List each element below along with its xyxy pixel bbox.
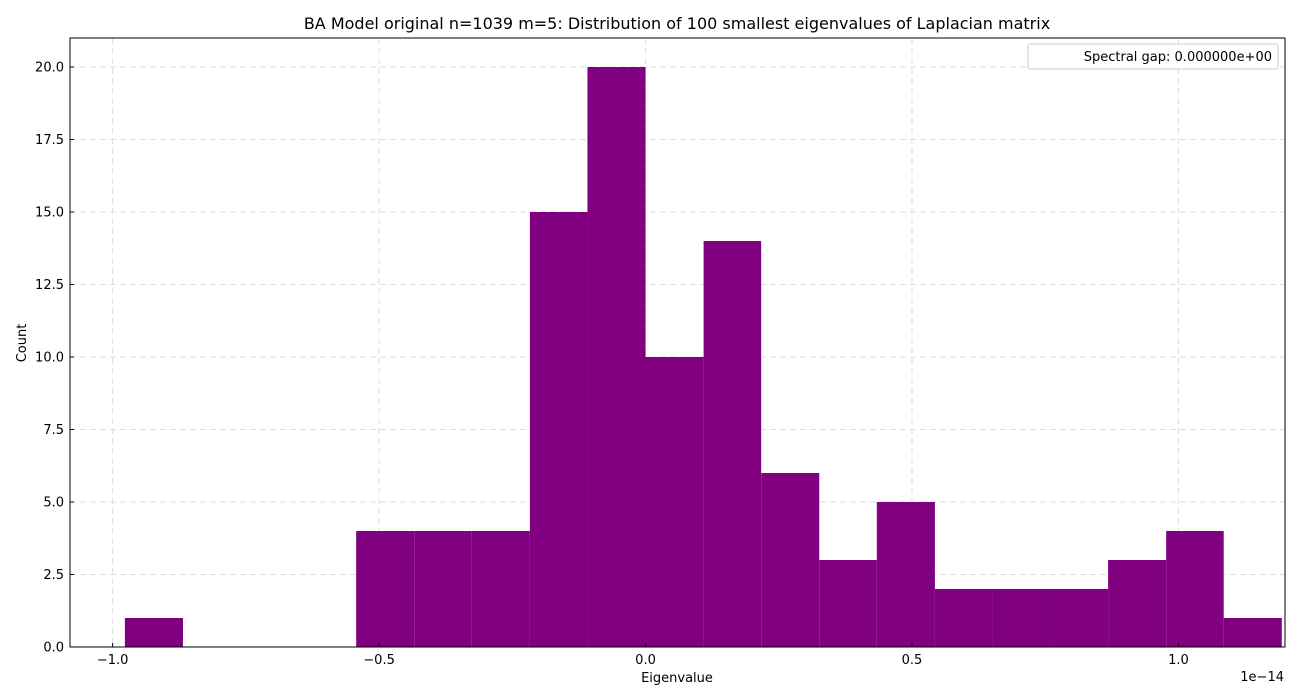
plot-frame bbox=[69, 37, 1286, 648]
y-axis-label: Count bbox=[15, 324, 30, 363]
legend-label: Spectral gap: 0.000000e+00 bbox=[1084, 50, 1272, 65]
histogram-bar bbox=[761, 473, 820, 647]
histogram-bar bbox=[934, 589, 993, 647]
y-tick-label: 17.5 bbox=[35, 133, 64, 148]
x-axis-offset-label: 1e−14 bbox=[1240, 670, 1284, 685]
x-tick-label: 0.0 bbox=[635, 653, 656, 668]
y-tick-label: 5.0 bbox=[43, 496, 64, 511]
x-tick-label: 1.0 bbox=[1168, 653, 1189, 668]
y-tick-label: 7.5 bbox=[43, 423, 64, 438]
y-tick-label: 20.0 bbox=[35, 61, 64, 76]
legend: Spectral gap: 0.000000e+00 bbox=[1027, 43, 1279, 70]
y-tick-label: 2.5 bbox=[43, 568, 64, 583]
x-tick-label: −0.5 bbox=[363, 653, 395, 668]
histogram-bar bbox=[587, 67, 646, 647]
histogram-bar bbox=[1050, 589, 1109, 647]
y-tick-label: 12.5 bbox=[35, 278, 64, 293]
y-tick-label: 0.0 bbox=[43, 641, 64, 656]
y-axis-ticks: 0.0 2.5 5.0 7.5 10.0 12.5 15.0 17.5 20.0 bbox=[35, 61, 74, 656]
histogram-bar bbox=[876, 502, 935, 647]
histogram-bar bbox=[1108, 560, 1167, 647]
grid-lines bbox=[70, 38, 1285, 648]
histogram-bar bbox=[645, 357, 704, 647]
histogram-bar bbox=[471, 531, 530, 647]
histogram-bar bbox=[1166, 531, 1224, 647]
histogram-bar bbox=[703, 241, 762, 647]
legend-box bbox=[1027, 43, 1279, 70]
histogram-bar bbox=[1223, 618, 1282, 647]
chart-title: BA Model original n=1039 m=5: Distributi… bbox=[304, 14, 1050, 33]
histogram-bars bbox=[124, 67, 1282, 647]
histogram-bar bbox=[992, 589, 1051, 647]
histogram-bar bbox=[414, 531, 472, 647]
x-axis-ticks: −1.0 −0.5 0.0 0.5 1.0 bbox=[97, 643, 1189, 668]
histogram-bar bbox=[356, 531, 415, 647]
histogram-bar bbox=[124, 618, 183, 647]
y-tick-label: 10.0 bbox=[35, 351, 64, 366]
x-axis-label: Eigenvalue bbox=[641, 671, 713, 686]
histogram-bar bbox=[529, 212, 588, 647]
y-tick-label: 15.0 bbox=[35, 206, 64, 221]
x-tick-label: −1.0 bbox=[97, 653, 129, 668]
histogram-bar bbox=[819, 560, 877, 647]
x-tick-label: 0.5 bbox=[902, 653, 923, 668]
